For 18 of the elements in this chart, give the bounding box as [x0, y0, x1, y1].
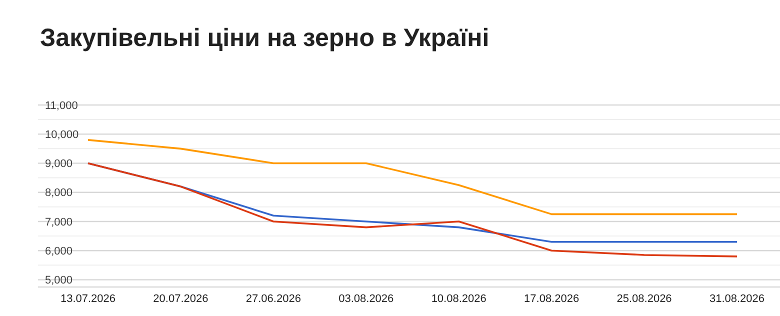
x-tick-label: 27.06.2026	[246, 293, 301, 305]
y-tick-label: 5,000	[45, 274, 73, 287]
y-tick-label: 7,000	[45, 216, 73, 228]
line-series	[87, 139, 738, 216]
line-series	[87, 162, 738, 258]
y-tick-label: 9,000	[45, 158, 73, 170]
x-tick-label: 20.07.2026	[153, 293, 208, 305]
x-tick-label: 10.08.2026	[431, 293, 486, 305]
y-tick-label: 6,000	[45, 245, 73, 258]
y-tick-label: 8,000	[45, 187, 73, 200]
x-tick-label: 25.08.2026	[616, 293, 672, 305]
x-tick-label: 03.08.2026	[338, 293, 394, 305]
x-tick-label: 17.08.2026	[524, 293, 580, 305]
chart-title: Закупівельні ціни на зерно в Україні	[40, 24, 490, 52]
x-tick-label: 31.08.2026	[709, 293, 765, 305]
y-tick-label: 11,000	[45, 100, 78, 112]
x-tick-label: 13.07.2026	[60, 293, 116, 305]
y-tick-label: 10,000	[45, 128, 79, 141]
